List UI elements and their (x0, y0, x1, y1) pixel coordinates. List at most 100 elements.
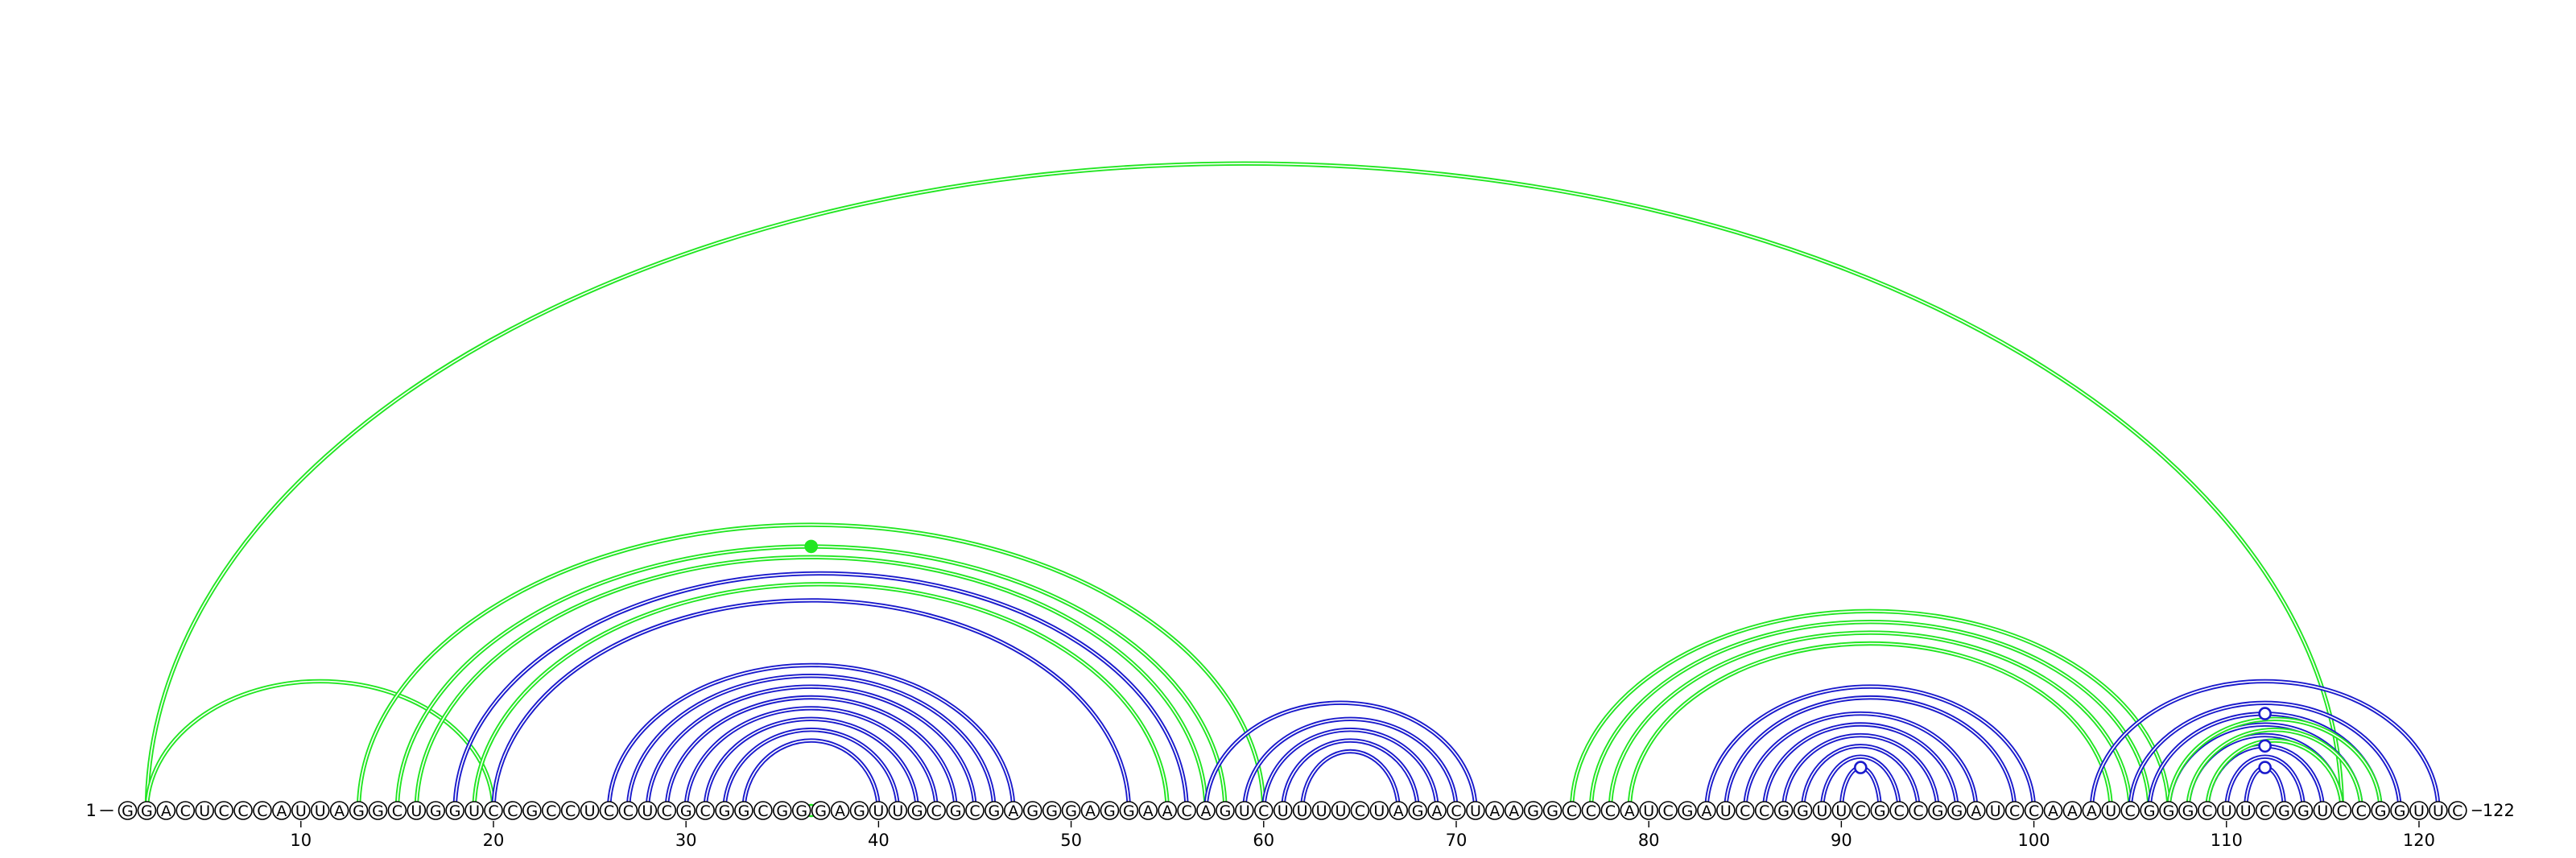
base-pair-arc (1724, 695, 2017, 811)
base-pair-arc (2205, 738, 2344, 811)
nucleotide-letter: G (372, 802, 384, 820)
nucleotide-circle (1119, 801, 1139, 820)
arc-core (1590, 621, 2150, 811)
arc-stroke (703, 716, 919, 811)
nucleotide-circle (560, 801, 580, 820)
nucleotide: G (1100, 801, 1120, 820)
nucleotide-letter: C (2029, 802, 2039, 820)
nucleotide-circle (1004, 801, 1023, 820)
nucleotide-letter: U (2317, 802, 2328, 820)
sequence-axis: 1 122 (86, 801, 2515, 820)
nucleotide-letter: G (1046, 802, 1058, 820)
nucleotide-circle (2216, 801, 2236, 820)
nucleotide-circle (175, 801, 196, 820)
nucleotide-circle (2371, 801, 2390, 820)
nucleotide-letter: G (738, 802, 750, 820)
nucleotide-circle (445, 801, 464, 820)
nucleotide: C (541, 801, 561, 820)
nucleotide-letter: G (353, 802, 365, 820)
arc-core (1744, 712, 1977, 811)
nucleotide: G (1928, 801, 1947, 820)
nucleotide-letter: C (565, 802, 576, 820)
nucleotide-letter: C (1355, 802, 1365, 820)
nucleotide-circle (1466, 801, 1485, 820)
nucleotide-circle (1620, 801, 1640, 820)
nucleotide-letter: G (2182, 802, 2194, 820)
base-pair-arc (606, 662, 1016, 811)
nucleotide-letter: C (1856, 802, 1866, 820)
nucleotide-circle (1735, 801, 1755, 820)
nucleotide-letter: G (1104, 802, 1116, 820)
nucleotide: A (1485, 801, 1505, 820)
nucleotide: G (2274, 801, 2294, 820)
nucleotide-circle (1851, 801, 1871, 820)
nucleotide: C (1889, 801, 1909, 820)
nucleotide-circle (1523, 801, 1543, 820)
nucleotide-circle (2140, 801, 2159, 820)
nucleotide-letter: U (1470, 802, 1481, 820)
nucleotide: G (522, 801, 542, 820)
nucleotide: G (811, 801, 831, 820)
nucleotide-circle (965, 801, 985, 820)
nucleotide-letter: C (2202, 802, 2212, 820)
nucleotide-circle (1235, 801, 1254, 820)
nucleotide: G (118, 801, 138, 820)
nucleotide-letter: U (1835, 802, 1847, 820)
nucleotide-letter: U (2413, 802, 2425, 820)
nucleotide-circle (2293, 801, 2314, 820)
nucleotide: C (1177, 801, 1196, 820)
nucleotide-circle (580, 801, 600, 820)
nucleotide-letter: U (2240, 802, 2252, 820)
nucleotide-letter: U (1316, 802, 1327, 820)
nucleotide-circle (1177, 801, 1196, 820)
nucleotide-circle (1581, 801, 1601, 820)
nucleotide: U (2101, 801, 2121, 820)
nucleotide-letter: C (662, 802, 672, 820)
nucleotide-circle (1447, 801, 1466, 820)
tick-label: 100 (2018, 831, 2050, 850)
nucleotide: C (657, 801, 677, 820)
nucleotide-circle (2390, 801, 2409, 820)
nucleotide-circle (349, 801, 369, 820)
base-pair-arc (2128, 700, 2402, 811)
nucleotide: G (426, 801, 446, 820)
nucleotide-circle (2004, 801, 2025, 820)
arc-stroke (1569, 608, 2171, 811)
nucleotide-letter: G (1932, 802, 1944, 820)
base-pair-arc (1608, 630, 2132, 811)
nucleotide-letter: U (1297, 802, 1308, 820)
base-pair-arc (1261, 728, 1439, 811)
nucleotide-letter: G (2297, 802, 2310, 820)
nucleotide-circle (753, 801, 773, 820)
nucleotide: G (734, 801, 753, 820)
nucleotide: A (156, 801, 176, 820)
base-pair-arc (472, 582, 1170, 811)
nucleotide-circle (1870, 801, 1890, 820)
nucleotide: C (1851, 801, 1871, 820)
tick-label: 120 (2403, 831, 2435, 850)
tick-label: 20 (483, 831, 505, 850)
nucleotide-circle (1697, 801, 1716, 820)
nucleotide-circle (1542, 801, 1563, 820)
arc-core (2129, 702, 2401, 811)
nucleotide-letter: C (507, 802, 518, 820)
nucleotide-circle (2198, 801, 2217, 820)
tick-label: 10 (290, 831, 312, 850)
nucleotide: A (1138, 801, 1158, 820)
nucleotide: C (175, 801, 196, 820)
nucleotide-circle (1889, 801, 1909, 820)
nucleotide-letter: G (815, 802, 827, 820)
nucleotide: G (1042, 801, 1062, 820)
nucleotide-circle (1504, 801, 1524, 820)
arc-core (627, 674, 995, 811)
base-pair-arc (1203, 700, 1478, 811)
tick-label: 110 (2211, 831, 2243, 850)
arc-core (454, 572, 1187, 811)
nucleotide: G (1870, 801, 1890, 820)
nucleotide-letter: U (1373, 802, 1385, 820)
arc-stroke (741, 738, 881, 811)
nucleotide-letter: A (835, 802, 845, 820)
nucleotide: A (272, 801, 291, 820)
nucleotide-circle (1773, 801, 1794, 820)
nucleotide: C (1350, 801, 1370, 820)
